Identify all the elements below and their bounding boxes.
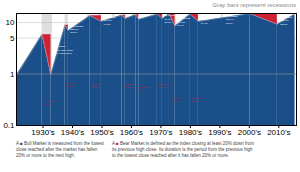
svg-text:1930's: 1930's	[31, 128, 54, 137]
svg-text:34 months-83.4%: 34 months-83.4%	[43, 100, 55, 106]
svg-text:19 months-28.3%: 19 months-28.3%	[123, 83, 135, 89]
svg-text:20 months73.8%28.3%: 20 months73.8%28.3%	[164, 14, 176, 23]
svg-text:44 months163.3%24.1%: 44 months163.3%24.1%	[19, 44, 31, 54]
svg-text:167 months818.3% total return1: 167 months818.3% total return17.2% annua…	[52, 45, 74, 55]
svg-text:155 months916.5%19.0%: 155 months916.5%19.0%	[201, 15, 215, 25]
svg-text:21 months-42.8%: 21 months-42.8%	[136, 86, 148, 92]
svg-text:161 months855.8%18.8%: 161 months855.8%18.8%	[70, 25, 84, 35]
html-text:A ■ Bear Market is defined as: A ■ Bear Market is defined as the index …	[112, 141, 255, 158]
svg-text:61 months182.8%22.8%: 61 months182.8%22.8%	[280, 16, 292, 26]
svg-text:1950's: 1950's	[90, 128, 113, 137]
svg-text:1970's: 1970's	[149, 128, 172, 137]
svg-text:1980's: 1980's	[179, 128, 202, 137]
svg-text:1: 1	[10, 70, 15, 79]
svg-text:1960's: 1960's	[120, 128, 143, 137]
svg-text:155 months944.2%19.0%: 155 months944.2%19.0%	[177, 17, 191, 27]
svg-text:1940's: 1940's	[61, 128, 84, 137]
svg-text:1990's: 1990's	[208, 128, 231, 137]
svg-text:2010's: 2010's	[267, 128, 290, 137]
svg-text:26 months-44.7%: 26 months-44.7%	[170, 97, 182, 103]
svg-text:2000's: 2000's	[238, 128, 261, 137]
html-text:A ■ Bull Market is measured fr: A ■ Bull Market is measured from the low…	[16, 141, 104, 158]
html-text:Gray bars represent recessions: Gray bars represent recessions	[212, 2, 296, 8]
svg-text:16 months-50.9%: 16 months-50.9%	[191, 97, 203, 103]
svg-text:6 months-22.5%: 6 months-22.5%	[91, 83, 102, 89]
svg-text:6 months-21.8%: 6 months-21.8%	[65, 82, 76, 88]
svg-text:61 months158.6%11.5%: 61 months158.6%11.5%	[226, 15, 238, 25]
svg-text:10: 10	[6, 18, 15, 27]
svg-text:5: 5	[10, 34, 15, 43]
svg-text:3 months-28.8%: 3 months-28.8%	[158, 83, 169, 89]
svg-text:0.1: 0.1	[3, 121, 15, 130]
svg-text:77 months163.7%14.8%: 77 months163.7%14.8%	[103, 16, 115, 26]
